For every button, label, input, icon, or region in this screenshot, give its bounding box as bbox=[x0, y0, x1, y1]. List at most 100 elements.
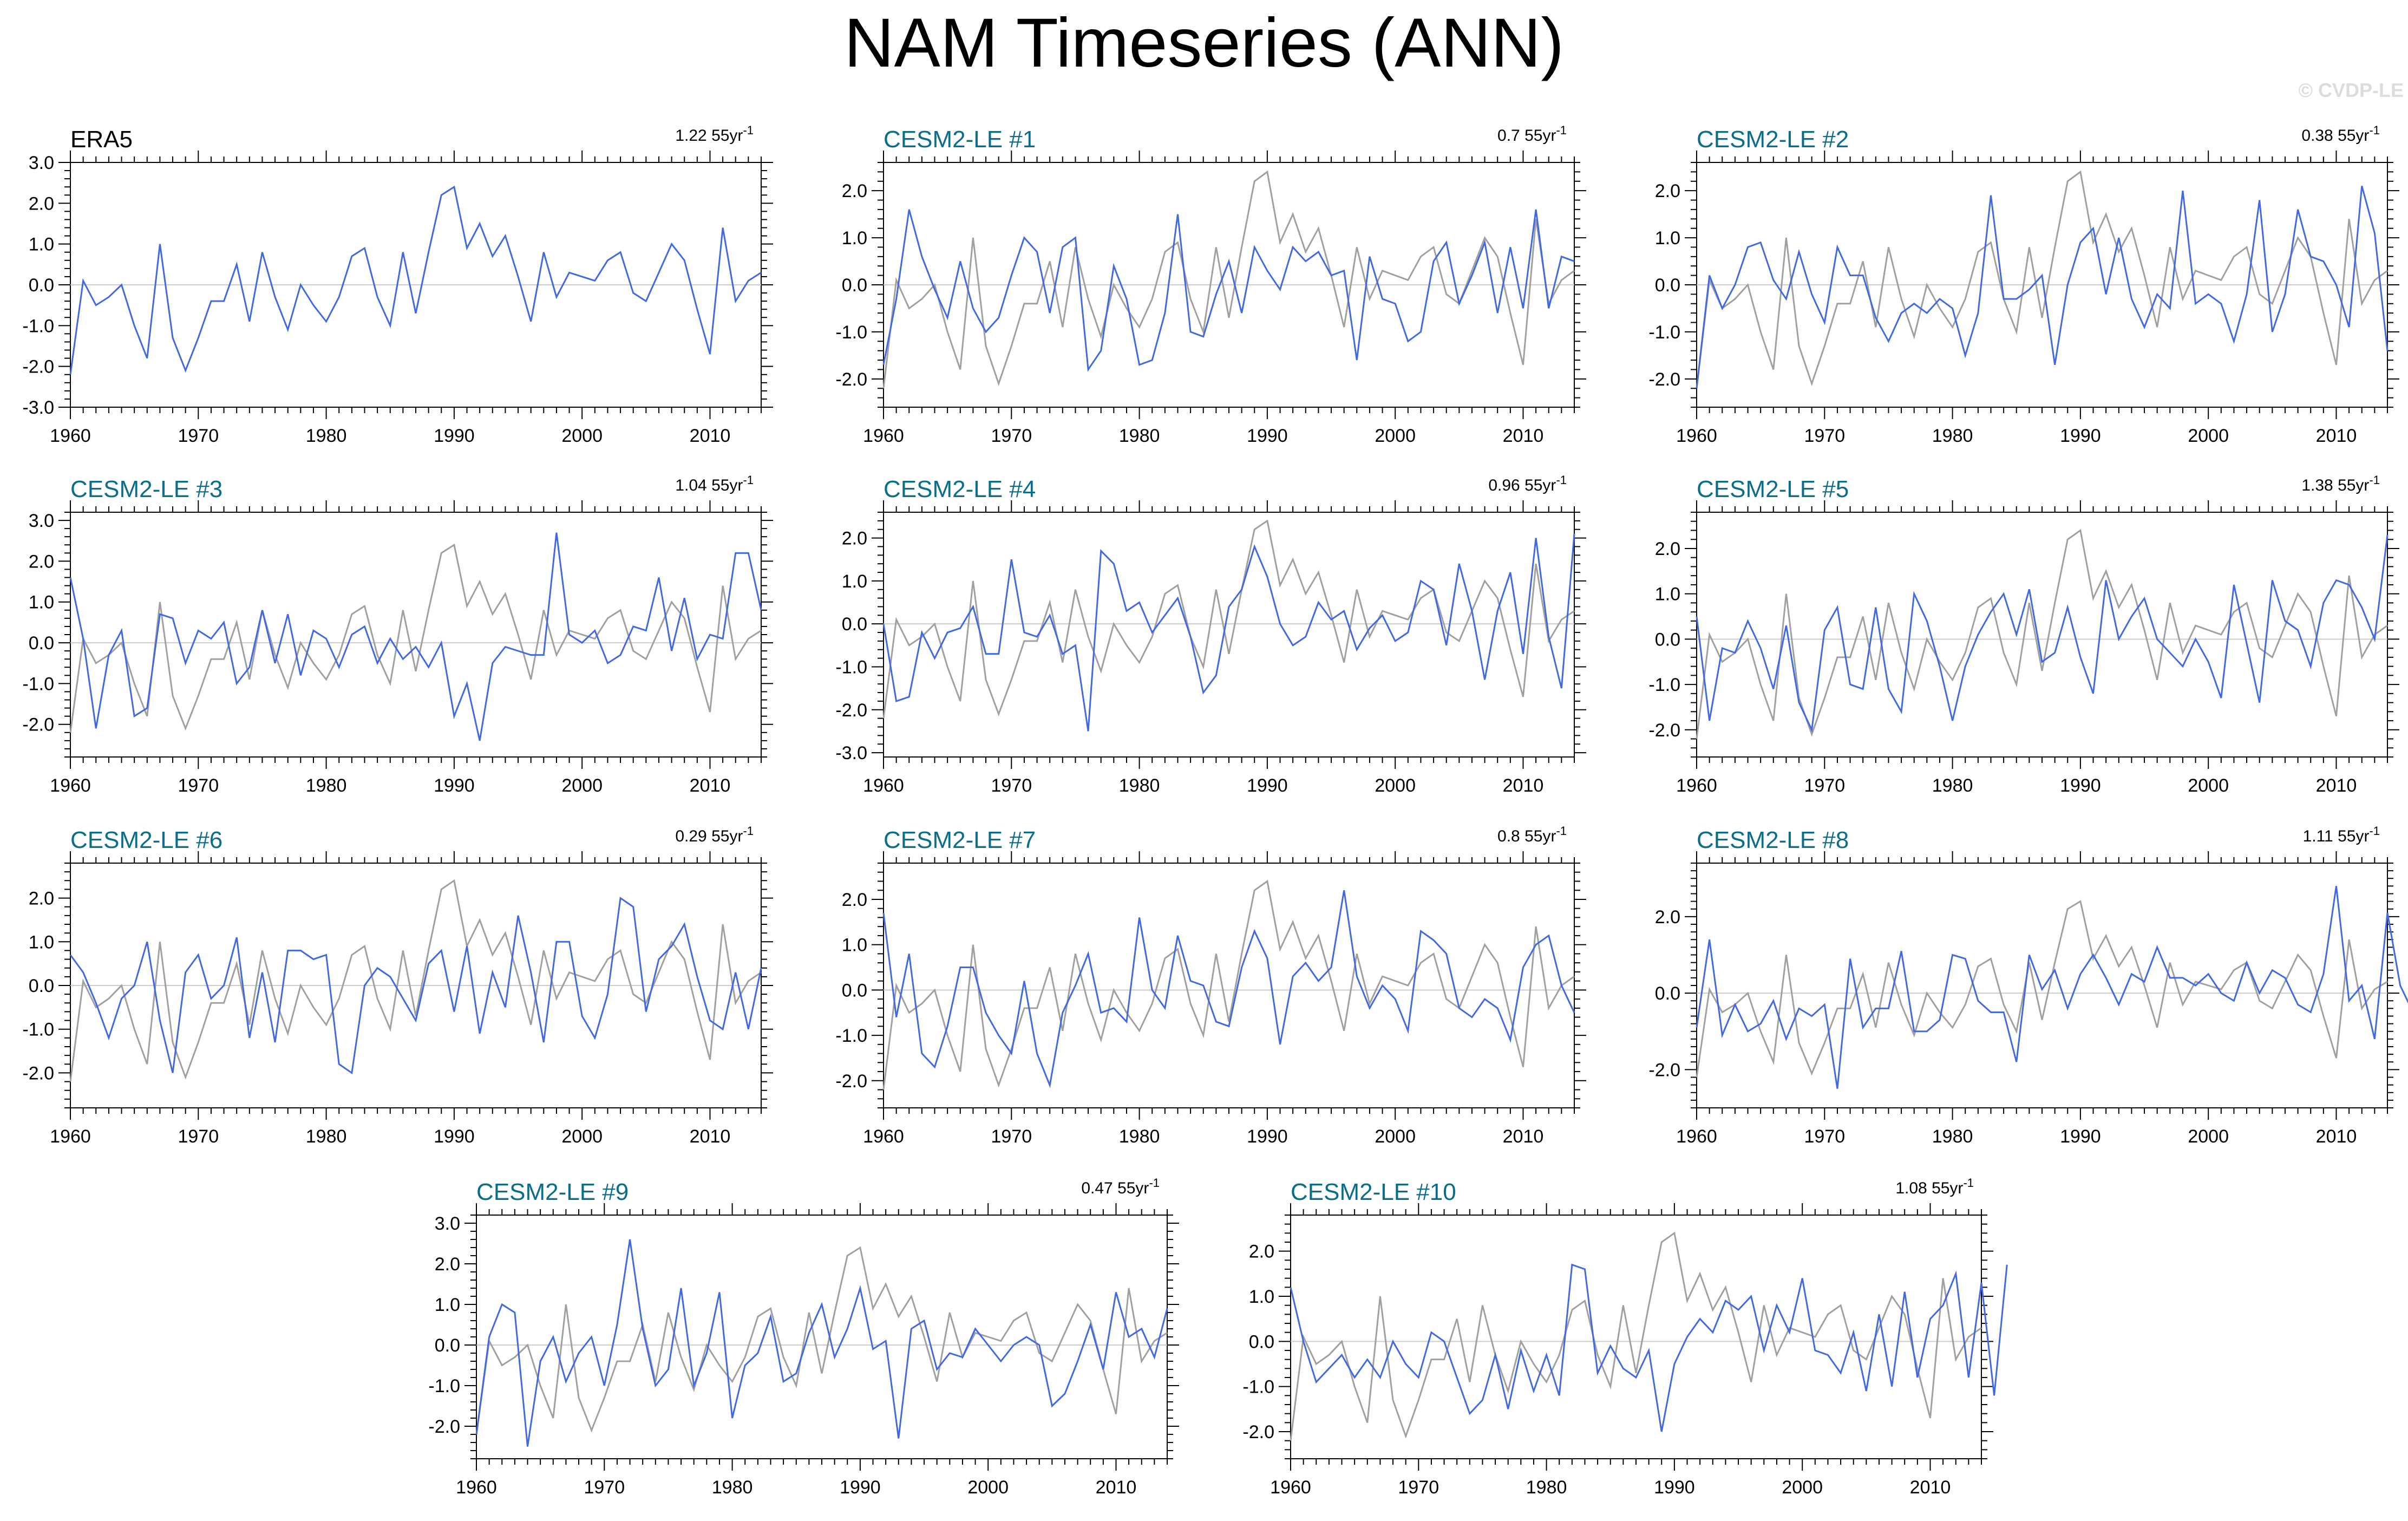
y-tick-label: -1.0 bbox=[22, 316, 54, 336]
y-tick-label: -2.0 bbox=[428, 1416, 460, 1437]
panel-title: CESM2-LE #10 bbox=[1291, 1179, 1456, 1205]
y-tick-label: -1.0 bbox=[835, 1026, 867, 1046]
obs-overlay-line bbox=[882, 879, 1575, 1090]
x-tick-label: 1970 bbox=[1804, 1126, 1845, 1147]
y-tick-label: 3.0 bbox=[29, 511, 54, 531]
trend-label: 0.38 55yr-1 bbox=[2301, 123, 2380, 145]
y-tick-label: -2.0 bbox=[22, 357, 54, 377]
y-tick-label: 1.0 bbox=[842, 228, 867, 249]
y-tick-label: 2.0 bbox=[435, 1254, 460, 1275]
y-tick-label: 2.0 bbox=[1249, 1242, 1274, 1262]
y-tick-label: 2.0 bbox=[1655, 539, 1680, 559]
y-tick-label: 0.0 bbox=[29, 275, 54, 296]
y-tick-label: 3.0 bbox=[435, 1213, 460, 1234]
trend-label: 1.11 55yr-1 bbox=[2303, 824, 2380, 845]
x-tick-label: 1960 bbox=[863, 1126, 904, 1147]
panel-2: 1960 1970 1980 1990 2000 2010 -2.0 -1.0 0.0 1.0 2.… bbox=[1648, 123, 2399, 446]
panel-1: 1960 1970 1980 1990 2000 2010 -2.0 -1.0 0.0 1.0 2.… bbox=[835, 123, 1586, 446]
x-tick-label: 1960 bbox=[456, 1477, 497, 1498]
panel-7: 1960 1970 1980 1990 2000 2010 -2.0 -1.0 0.0 1.0 2.… bbox=[835, 824, 1586, 1147]
x-tick-label: 2010 bbox=[2316, 426, 2357, 446]
y-tick-label: -2.0 bbox=[835, 369, 867, 390]
x-tick-label: 1960 bbox=[50, 775, 91, 796]
x-tick-label: 1970 bbox=[584, 1477, 625, 1498]
x-tick-label: 2000 bbox=[2188, 775, 2229, 796]
y-tick-label: 2.0 bbox=[1655, 181, 1680, 201]
series-line bbox=[69, 185, 762, 375]
x-tick-label: 1970 bbox=[178, 775, 219, 796]
x-tick-label: 2000 bbox=[1375, 1126, 1416, 1147]
y-tick-label: 3.0 bbox=[29, 153, 54, 173]
x-tick-label: 1980 bbox=[1526, 1477, 1567, 1498]
panel-8: 1960 1970 1980 1990 2000 2010 -2.0 0.0 2.0 CESM2-… bbox=[1648, 824, 2408, 1147]
x-tick-label: 1980 bbox=[1119, 775, 1160, 796]
obs-overlay-line bbox=[69, 543, 762, 733]
x-tick-label: 1970 bbox=[991, 775, 1032, 796]
y-tick-label: 0.0 bbox=[1249, 1331, 1274, 1352]
y-tick-label: -2.0 bbox=[1648, 1060, 1680, 1080]
x-tick-label: 1960 bbox=[1676, 1126, 1717, 1147]
panel-title: CESM2-LE #2 bbox=[1697, 126, 1849, 153]
trend-label: 1.08 55yr-1 bbox=[1895, 1176, 1974, 1197]
y-tick-label: 2.0 bbox=[842, 181, 867, 201]
y-tick-label: 2.0 bbox=[29, 551, 54, 572]
panel-title: CESM2-LE #6 bbox=[70, 827, 223, 853]
y-tick-label: -3.0 bbox=[835, 743, 867, 763]
trend-label: 0.96 55yr-1 bbox=[1488, 473, 1567, 494]
obs-overlay-line bbox=[69, 879, 762, 1082]
x-tick-label: 2010 bbox=[2316, 1126, 2357, 1147]
panel-title: CESM2-LE #4 bbox=[884, 476, 1036, 502]
y-tick-label: 0.0 bbox=[1655, 629, 1680, 650]
x-tick-label: 1980 bbox=[306, 1126, 347, 1147]
x-tick-label: 2000 bbox=[2188, 426, 2229, 446]
y-tick-label: 0.0 bbox=[842, 275, 867, 296]
trend-label: 1.04 55yr-1 bbox=[675, 473, 754, 494]
plot-frame bbox=[883, 863, 1575, 1108]
obs-overlay-line bbox=[1696, 528, 2388, 739]
y-tick-label: 1.0 bbox=[842, 935, 867, 956]
x-tick-label: 2000 bbox=[1782, 1477, 1823, 1498]
series-line bbox=[1290, 1263, 2008, 1432]
y-tick-label: 0.0 bbox=[842, 980, 867, 1001]
y-tick-label: -2.0 bbox=[835, 1071, 867, 1092]
trend-label: 0.7 55yr-1 bbox=[1497, 123, 1567, 145]
y-tick-label: -1.0 bbox=[1648, 675, 1680, 695]
series-line bbox=[882, 209, 1575, 372]
x-tick-label: 2010 bbox=[690, 1126, 731, 1147]
x-tick-label: 2010 bbox=[2316, 775, 2357, 796]
x-tick-label: 2010 bbox=[690, 775, 731, 796]
y-tick-label: -1.0 bbox=[428, 1376, 460, 1396]
x-tick-label: 1970 bbox=[991, 1126, 1032, 1147]
panel-6: 1960 1970 1980 1990 2000 2010 -2.0 -1.0 0.0 1.0 2.… bbox=[22, 824, 773, 1147]
x-tick-label: 1960 bbox=[50, 1126, 91, 1147]
x-tick-label: 1960 bbox=[50, 426, 91, 446]
y-tick-label: -2.0 bbox=[22, 1063, 54, 1083]
y-tick-label: 2.0 bbox=[842, 528, 867, 549]
y-tick-label: 1.0 bbox=[29, 234, 54, 255]
x-tick-label: 1980 bbox=[712, 1477, 753, 1498]
panel-title: CESM2-LE #1 bbox=[884, 126, 1036, 153]
x-tick-label: 2010 bbox=[1910, 1477, 1951, 1498]
plot-frame bbox=[1290, 1215, 1982, 1459]
x-tick-label: 1980 bbox=[306, 775, 347, 796]
x-tick-label: 2000 bbox=[2188, 1126, 2229, 1147]
x-tick-label: 1990 bbox=[2060, 1126, 2101, 1147]
x-tick-label: 1990 bbox=[1654, 1477, 1695, 1498]
x-tick-label: 1990 bbox=[840, 1477, 881, 1498]
x-tick-label: 1960 bbox=[1676, 775, 1717, 796]
watermark: © CVDP-LE bbox=[2298, 79, 2404, 101]
x-tick-label: 1970 bbox=[991, 426, 1032, 446]
x-tick-label: 1980 bbox=[306, 426, 347, 446]
x-tick-label: 1960 bbox=[863, 775, 904, 796]
x-tick-label: 2000 bbox=[561, 426, 603, 446]
panel-title: CESM2-LE #5 bbox=[1697, 476, 1849, 502]
y-tick-label: 0.0 bbox=[29, 976, 54, 996]
figure-title: NAM Timeseries (ANN) bbox=[844, 4, 1564, 82]
obs-overlay-line bbox=[475, 1246, 1168, 1435]
series-line bbox=[882, 533, 1575, 732]
x-tick-label: 2000 bbox=[1375, 775, 1416, 796]
y-tick-label: -2.0 bbox=[1648, 369, 1680, 390]
x-tick-label: 1960 bbox=[1270, 1477, 1311, 1498]
y-tick-label: -2.0 bbox=[22, 715, 54, 735]
plot-frame bbox=[1696, 512, 2388, 758]
